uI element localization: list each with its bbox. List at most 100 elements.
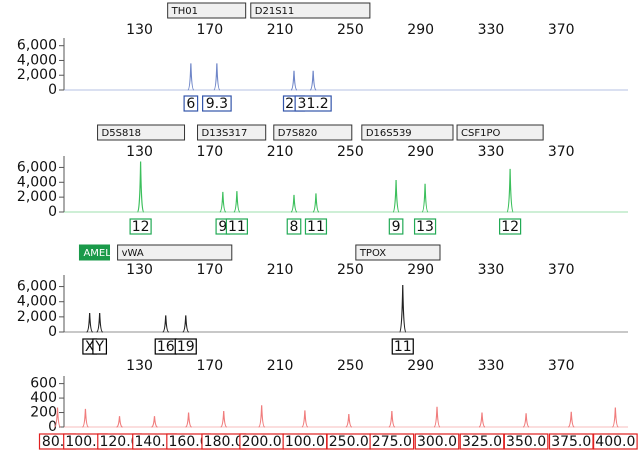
locus-name: TPOX	[359, 248, 386, 259]
peak	[185, 412, 192, 428]
allele-label: 9.3	[206, 96, 228, 112]
y-tick-label: 200	[30, 405, 57, 421]
peak	[86, 313, 93, 333]
peak	[309, 70, 317, 91]
allele-label: 300.0	[417, 434, 457, 450]
x-tick-label: 250	[337, 144, 364, 160]
peak	[233, 191, 241, 213]
x-tick-label: 370	[548, 358, 575, 374]
peak	[345, 413, 353, 428]
allele-label: 16	[157, 339, 175, 355]
allele-label: 200.0	[242, 434, 282, 450]
peak	[522, 413, 530, 428]
peak	[290, 194, 298, 213]
peak	[82, 408, 89, 428]
peak	[187, 63, 195, 91]
allele-box	[129, 218, 152, 235]
peak	[399, 285, 407, 333]
x-tick-label: 170	[196, 22, 223, 38]
allele-label: 31.2	[298, 96, 329, 112]
allele-label: 100.0	[285, 434, 325, 450]
x-tick-label: 210	[267, 144, 294, 160]
locus-name: D13S317	[202, 128, 248, 139]
peak	[312, 193, 320, 213]
allele-box	[499, 218, 522, 235]
y-tick-label: 600	[30, 376, 57, 392]
x-tick-label: 250	[337, 22, 364, 38]
y-tick-label: 400	[30, 390, 57, 406]
x-tick-label: 370	[548, 144, 575, 160]
x-tick-label: 170	[196, 262, 223, 278]
locus-name: TH01	[171, 6, 198, 17]
x-tick-label: 290	[407, 144, 434, 160]
locus-bar	[117, 244, 233, 261]
x-tick-label: 370	[548, 22, 575, 38]
peak	[421, 183, 429, 213]
peak	[568, 411, 575, 428]
x-tick-label: 210	[267, 262, 294, 278]
allele-label: 325.0	[462, 434, 502, 450]
y-tick-label: 6,000	[17, 38, 57, 54]
peak	[612, 407, 619, 428]
y-tick-label: 0	[48, 324, 57, 340]
x-tick-label: 170	[196, 358, 223, 374]
allele-box	[286, 218, 302, 235]
x-tick-label: 290	[407, 358, 434, 374]
allele-label: Y	[94, 339, 104, 355]
allele-label: 275.0	[372, 434, 412, 450]
allele-label: 6	[186, 96, 195, 112]
x-tick-label: 130	[126, 22, 153, 38]
x-tick-label: 250	[337, 262, 364, 278]
allele-label: X	[85, 339, 95, 355]
x-tick-label: 330	[478, 144, 505, 160]
locus-name: vWA	[122, 248, 144, 259]
allele-label: 140.0	[134, 434, 174, 450]
locus-name: CSF1PO	[461, 128, 500, 139]
allele-box	[413, 218, 437, 235]
y-tick-label: 6,000	[17, 159, 57, 175]
allele-box	[183, 95, 199, 112]
allele-label: 12	[132, 219, 150, 235]
peak	[392, 180, 400, 213]
x-tick-label: 290	[407, 262, 434, 278]
allele-label: 11	[394, 339, 412, 355]
allele-label: 400.0	[595, 434, 635, 450]
allele-label: 9	[392, 219, 401, 235]
allele-label: 375.0	[551, 434, 591, 450]
peak	[54, 407, 61, 428]
allele-box	[174, 338, 197, 355]
y-tick-label: 0	[48, 204, 57, 220]
x-tick-label: 170	[196, 144, 223, 160]
allele-label: 9	[218, 219, 227, 235]
x-tick-label: 330	[478, 22, 505, 38]
allele-box	[294, 95, 332, 112]
allele-box	[388, 218, 404, 235]
locus-bar	[167, 2, 247, 19]
allele-label: 180.0	[204, 434, 244, 450]
peak	[162, 315, 169, 333]
x-tick-label: 210	[267, 22, 294, 38]
locus-bar	[361, 124, 454, 141]
y-tick-label: 0	[48, 82, 57, 98]
x-tick-label: 330	[478, 262, 505, 278]
locus-name: D5S818	[102, 128, 141, 139]
locus-name: AMEL	[83, 248, 111, 259]
peak	[219, 191, 227, 213]
peak	[433, 406, 441, 428]
x-tick-label: 130	[126, 358, 153, 374]
locus-bar	[97, 124, 186, 141]
allele-box	[391, 338, 414, 355]
locus-bar	[250, 2, 371, 19]
locus-name: D16S539	[366, 128, 412, 139]
peak	[220, 411, 227, 428]
allele-box	[459, 433, 505, 450]
peak	[137, 161, 145, 213]
locus-bar	[273, 124, 353, 141]
allele-label: 13	[416, 219, 434, 235]
allele-box	[414, 433, 460, 450]
allele-box	[225, 218, 248, 235]
y-tick-label: 4,000	[17, 52, 57, 68]
peak	[478, 412, 486, 428]
allele-label: 350.0	[506, 434, 546, 450]
